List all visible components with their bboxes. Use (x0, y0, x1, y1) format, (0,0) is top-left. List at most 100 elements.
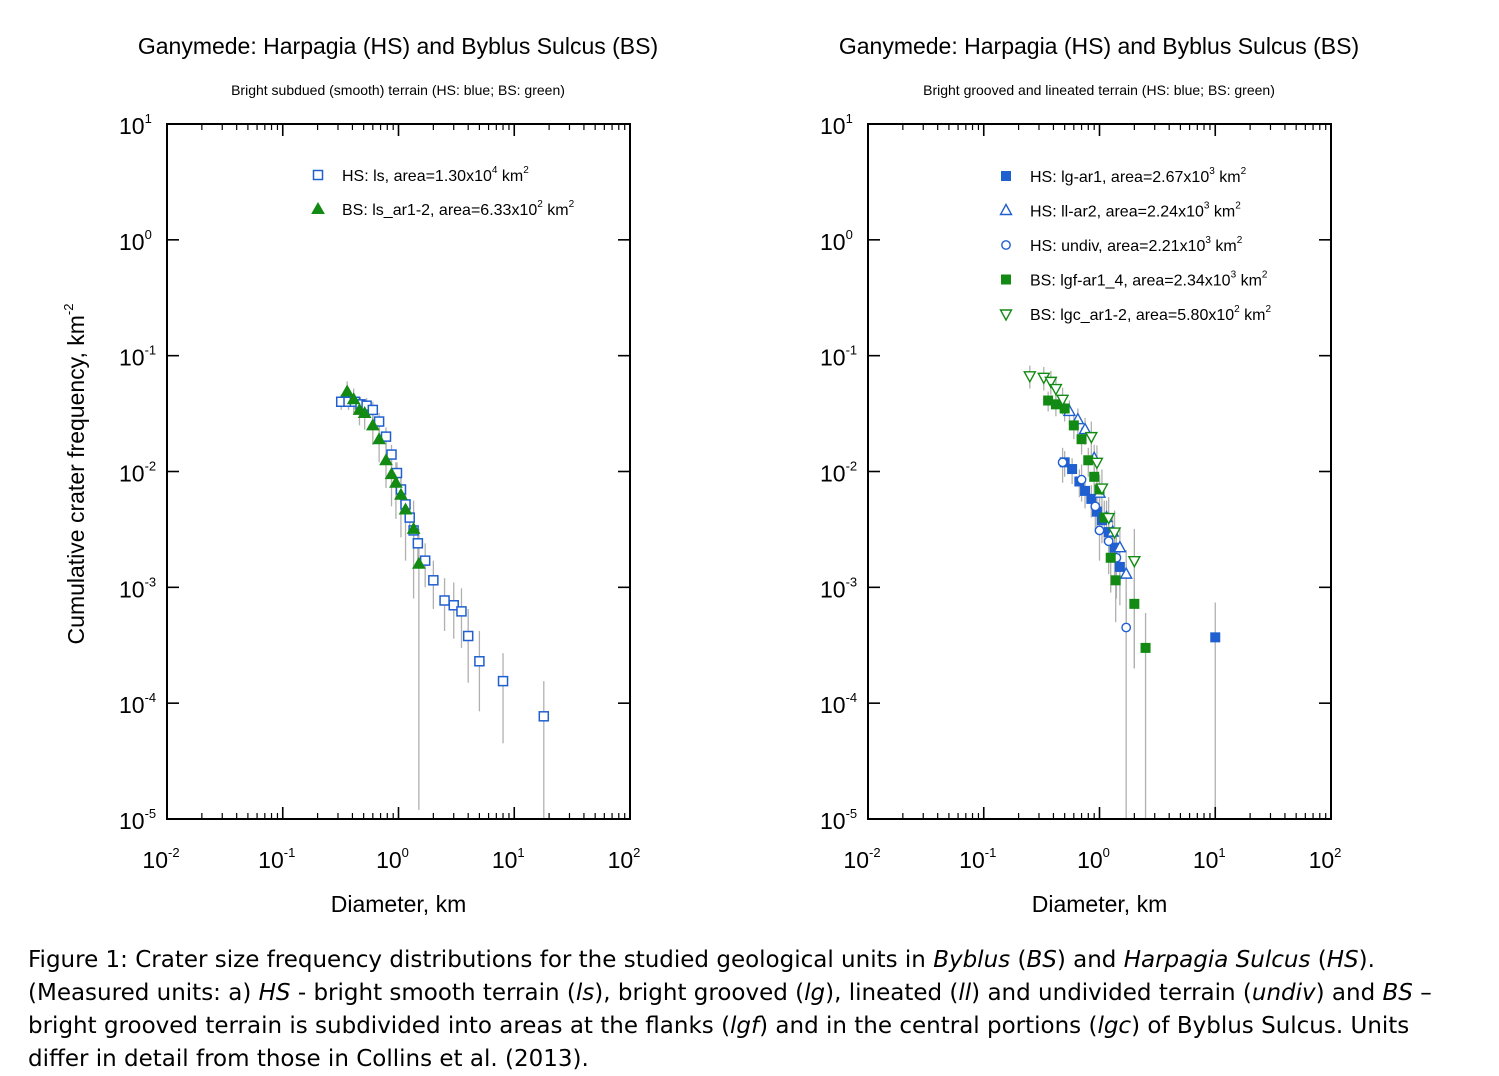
caption-italic: lg (804, 980, 826, 1006)
x-tick-label: 100 (376, 845, 409, 873)
tick-base: 10 (119, 692, 145, 718)
data-point (1090, 501, 1101, 512)
caption-text: ) of Byblus Sulcus. Units (1131, 1013, 1410, 1039)
legend-unit: km (1209, 204, 1235, 221)
tick-exponent: -1 (846, 343, 858, 358)
data-point (1119, 566, 1133, 579)
data-point (1210, 632, 1221, 643)
tick-exponent: -3 (846, 574, 858, 589)
tick-base: 10 (142, 847, 168, 873)
tick-exponent: -3 (145, 574, 157, 589)
data-point (1089, 471, 1100, 482)
data-point (406, 521, 421, 534)
data-point (1113, 540, 1127, 553)
tick-exponent: -2 (145, 459, 157, 474)
tick-exponent: -1 (985, 845, 997, 860)
legend-name: BS: ls_ar1-2, area=6.33x10 (342, 202, 537, 219)
x-axis-label: Diameter, km (331, 891, 466, 917)
legend-marker (999, 309, 1013, 322)
tick-base: 10 (820, 576, 846, 602)
legend-unit: km (1240, 307, 1266, 324)
legend-name: HS: lg-ar1, area=2.67x10 (1030, 169, 1209, 186)
chart-panel-2: Ganymede: Harpagia (HS) and Byblus Sulcu… (820, 33, 1359, 917)
tick-exponent: -2 (168, 845, 180, 860)
data-point (372, 432, 386, 445)
tick-base: 10 (258, 847, 284, 873)
data-point (538, 711, 550, 722)
caption-italic: ls (575, 980, 595, 1006)
caption-line: Figure 1: Crater size frequency distribu… (28, 944, 1448, 977)
data-point (394, 487, 408, 500)
caption-italic: Harpagia Sulcus (1123, 947, 1311, 973)
tick-base: 10 (820, 113, 846, 139)
data-point (428, 575, 439, 586)
legend-item: HS: lg-ar1, area=2.67x103 km2 (1001, 166, 1247, 186)
tick-base: 10 (119, 461, 145, 487)
caption-text: ) and (1315, 980, 1383, 1006)
caption-text: ( (1010, 947, 1027, 973)
legend-name: HS: ll-ar2, area=2.24x10 (1030, 204, 1204, 221)
tick-exponent: -1 (145, 343, 157, 358)
legend-label: BS: ls_ar1-2, area=6.33x102 km2 (342, 199, 575, 219)
figure-caption: Figure 1: Crater size frequency distribu… (28, 944, 1448, 1076)
data-point (1127, 555, 1142, 569)
legend-unit-exponent: 2 (569, 199, 575, 210)
caption-text: - bright smooth terrain ( (290, 980, 576, 1006)
tick-base: 10 (820, 461, 846, 487)
data-point (1101, 512, 1116, 526)
tick-exponent: 0 (1103, 845, 1110, 860)
data-point (1090, 457, 1104, 470)
data-point (1121, 622, 1132, 633)
legend-unit-exponent: 2 (1241, 166, 1247, 177)
data-point (1050, 399, 1061, 410)
data-point (1084, 431, 1099, 445)
data-point (1140, 642, 1151, 653)
y-tick-label: 10-5 (820, 806, 857, 834)
tick-base: 10 (608, 847, 634, 873)
data-point (379, 453, 393, 466)
caption-italic: ll (958, 980, 972, 1006)
tick-base: 10 (492, 847, 518, 873)
x-tick-label: 10-2 (843, 845, 880, 873)
data-point (386, 449, 397, 460)
caption-line: bright grooved terrain is subdivided int… (28, 1010, 1448, 1043)
error-bars (1029, 365, 1216, 819)
data-point (1078, 422, 1092, 435)
x-tick-label: 101 (1193, 845, 1226, 873)
data-point (365, 418, 380, 431)
legend-label: HS: undiv, area=2.21x103 km2 (1030, 235, 1243, 255)
data-point (1103, 536, 1114, 547)
caption-italic: undiv (1251, 980, 1316, 1006)
data-point (1055, 394, 1070, 407)
y-axis-label-exponent: -2 (61, 304, 76, 316)
series-1 (335, 396, 550, 722)
caption-text: ) and in the central portions ( (759, 1013, 1098, 1039)
caption-text: ( (1310, 947, 1327, 973)
legend-label: HS: ls, area=1.30x104 km2 (342, 165, 529, 185)
legend-exponent: 2 (1234, 304, 1240, 315)
caption-italic: HS (258, 980, 291, 1006)
legend-unit: km (1236, 273, 1262, 290)
tick-base: 10 (119, 576, 145, 602)
legend-unit: km (543, 202, 569, 219)
y-tick-label: 10-4 (119, 690, 156, 718)
caption-text: ), lineated ( (825, 980, 959, 1006)
tick-base: 10 (959, 847, 985, 873)
caption-italic: lgf (730, 1013, 760, 1039)
figure: Ganymede: Harpagia (HS) and Byblus Sulcu… (61, 33, 1359, 917)
legend-name: BS: lgf-ar1_4, area=2.34x10 (1030, 273, 1231, 290)
chart-title: Ganymede: Harpagia (HS) and Byblus Sulcu… (138, 33, 658, 59)
caption-text: ) and (1056, 947, 1124, 973)
legend-unit: km (1211, 238, 1237, 255)
data-point (1095, 483, 1109, 496)
x-tick-label: 10-1 (959, 845, 996, 873)
caption-italic: HS (1326, 947, 1359, 973)
data-point (497, 675, 509, 687)
x-tick-label: 102 (608, 845, 641, 873)
legend-item: BS: lgf-ar1_4, area=2.34x103 km2 (1001, 270, 1268, 290)
tick-exponent: 1 (1218, 845, 1225, 860)
legend-marker (1001, 240, 1011, 250)
tick-base: 10 (119, 113, 145, 139)
chart-subtitle: Bright grooved and lineated terrain (HS:… (923, 82, 1275, 98)
x-tick-label: 102 (1309, 845, 1342, 873)
